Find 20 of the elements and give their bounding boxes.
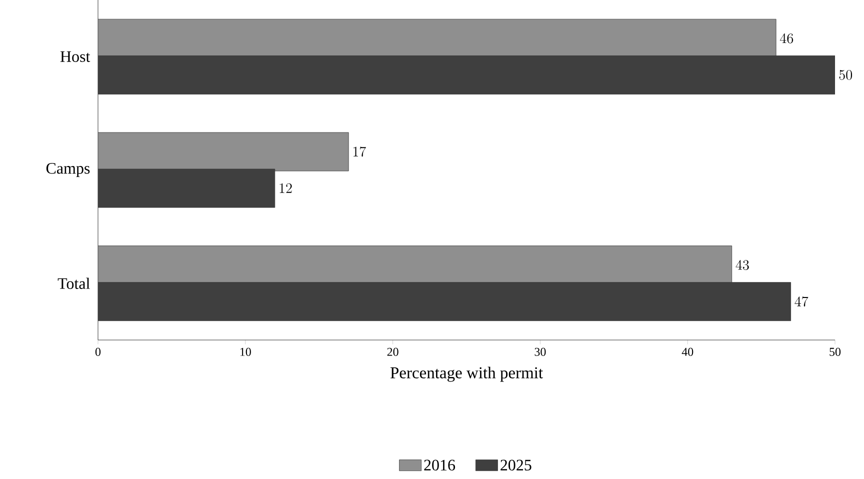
- data-label: 17: [353, 146, 366, 157]
- data-label: 46: [780, 33, 794, 44]
- x-tick-label: 30: [534, 348, 546, 356]
- y-tick-label: Host: [60, 51, 90, 62]
- bar: [98, 18, 776, 58]
- x-tick-label: 50: [830, 348, 841, 356]
- data-label: 12: [280, 183, 292, 193]
- y-tick-label: Total: [58, 278, 90, 289]
- x-tick-label: 0: [95, 348, 101, 356]
- data-label: 50: [839, 70, 852, 80]
- x-tick-label: 20: [387, 348, 398, 356]
- legend-label: 2025: [500, 460, 532, 471]
- x-axis-title: Percentage with permit: [390, 366, 543, 382]
- bar: [98, 132, 349, 172]
- x-tick-label: 10: [240, 348, 251, 356]
- data-label: 43: [736, 260, 749, 270]
- data-label: 47: [794, 296, 808, 307]
- x-tick-label: 40: [682, 348, 694, 356]
- y-tick-label: Camps: [46, 163, 90, 177]
- legend-label: 2016: [424, 460, 456, 471]
